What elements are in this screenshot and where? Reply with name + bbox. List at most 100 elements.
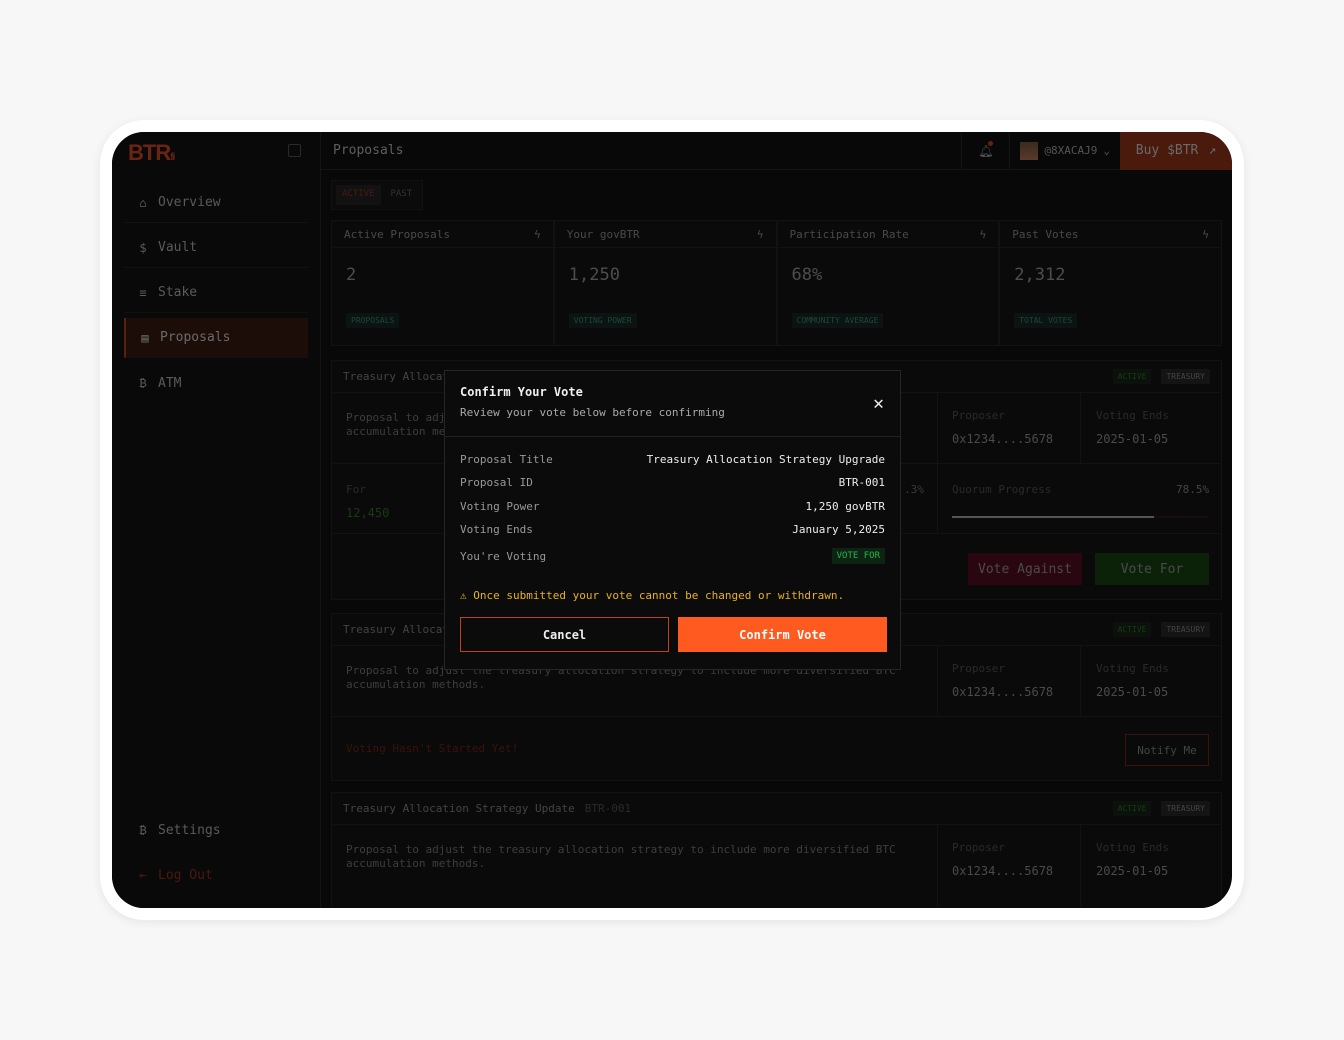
warning-icon: ⚠ <box>460 589 467 602</box>
stake-icon: ≡ <box>139 285 147 300</box>
stat-title: Participation Rate <box>789 227 909 241</box>
bolt-icon: ϟ <box>756 227 764 241</box>
vote-against-button[interactable]: Vote Against <box>968 553 1082 585</box>
clipboard-icon: ▤ <box>141 330 149 345</box>
proposer: Proposer 0x1234....5678 <box>952 662 1054 699</box>
category-badge: TREASURY <box>1161 369 1210 384</box>
sidebar-item-atm[interactable]: ₿ ATM <box>124 363 308 403</box>
proposal-tabs: ACTIVE PAST <box>331 180 424 210</box>
proposal-title: Treasury Allocat <box>343 370 449 383</box>
status-badge: ACTIVE <box>1112 369 1152 384</box>
quorum-progress-bar <box>952 516 1209 518</box>
notification-dot <box>988 140 994 146</box>
bolt-icon: ϟ <box>1202 227 1209 241</box>
arrow-up-right-icon: ↗ <box>1208 143 1217 158</box>
modal-subtitle: Review your vote below before confirming <box>460 406 725 419</box>
category-badge: TREASURY <box>1161 801 1210 816</box>
quorum-value: 78.5% <box>1176 483 1210 496</box>
sidebar-item-overview[interactable]: ⌂ Overview <box>124 183 308 223</box>
category-badge: TREASURY <box>1161 622 1210 637</box>
proposal-description: Proposal to adj accumulation me <box>346 411 446 438</box>
stat-title: Your govBTR <box>566 227 640 241</box>
user-menu[interactable]: @8XACAJ9 ⌄ <box>1009 132 1120 170</box>
stats-row: Active Proposals ϟ 2 PROPOSALS Your govBTR ϟ… <box>331 220 1222 346</box>
tab-past[interactable]: PAST <box>390 189 413 199</box>
nav-label: Log Out <box>158 867 213 883</box>
confirm-vote-button[interactable]: Confirm Vote <box>678 617 887 652</box>
app-window: BTRfi ⌂ Overview $ Vault ≡ Stake ▤ Proposals… <box>112 132 1232 908</box>
vote-for-button[interactable]: Vote For <box>1095 553 1209 585</box>
stat-value: 2 <box>346 265 357 285</box>
stat-value: 68% <box>791 265 823 285</box>
confirm-vote-modal: Confirm Your Vote Review your vote below… <box>444 370 901 670</box>
detail-row: Proposal Title Treasury Allocation Strate… <box>460 453 885 466</box>
sidebar-toggle-icon[interactable] <box>288 144 301 157</box>
sidebar: BTRfi ⌂ Overview $ Vault ≡ Stake ▤ Proposals… <box>112 132 321 908</box>
dollar-icon: $ <box>139 240 147 255</box>
stat-value: 1,250 <box>568 265 620 285</box>
tab-active[interactable]: ACTIVE <box>336 185 381 205</box>
detail-row: Voting Power 1,250 govBTR <box>460 500 885 513</box>
chevron-down-icon: ⌄ <box>1103 144 1110 157</box>
voting-ends: Voting Ends 2025-01-05 <box>1096 409 1169 446</box>
bitcoin-icon: ₿ <box>139 822 147 837</box>
nav-label: Proposals <box>160 330 231 345</box>
status-badge: ACTIVE <box>1112 622 1152 637</box>
stat-card: Participation Rate ϟ 68% COMMUNITY AVERAGE <box>776 220 1000 346</box>
proposal-description: Proposal to adjust the treasury allocati… <box>346 843 896 870</box>
quorum-label: Quorum Progress <box>952 483 1052 496</box>
bitcoin-icon: ₿ <box>139 375 147 390</box>
page-title: Proposals <box>333 143 404 158</box>
voting-notice: Voting Hasn't Started Yet! <box>346 742 519 755</box>
warning-message: ⚠ Once submitted your vote cannot be cha… <box>460 589 845 602</box>
proposer: Proposer 0x1234....5678 <box>952 841 1054 878</box>
detail-row: Proposal ID BTR-001 <box>460 476 885 489</box>
stat-title: Active Proposals <box>344 227 450 241</box>
stat-card: Your govBTR ϟ 1,250 VOTING POWER <box>553 220 777 346</box>
sidebar-item-stake[interactable]: ≡ Stake <box>124 273 308 313</box>
sidebar-item-vault[interactable]: $ Vault <box>124 228 308 268</box>
for-votes: For 12,450 <box>346 483 390 520</box>
modal-title: Confirm Your Vote <box>460 385 583 399</box>
nav-label: Overview <box>158 195 221 210</box>
proposal-title: Treasury Allocat <box>343 623 449 636</box>
stat-badge: COMMUNITY AVERAGE <box>791 313 884 328</box>
stat-card: Active Proposals ϟ 2 PROPOSALS <box>331 220 554 346</box>
stat-badge: TOTAL VOTES <box>1014 313 1078 328</box>
avatar <box>1020 141 1039 160</box>
proposal-card: Treasury Allocation Strategy Update BTR-0… <box>331 792 1222 908</box>
close-icon[interactable]: ✕ <box>873 393 884 414</box>
nav-label: ATM <box>158 375 182 391</box>
against-percent: .3% <box>904 483 924 496</box>
voting-ends: Voting Ends 2025-01-05 <box>1096 841 1169 878</box>
stat-value: 2,312 <box>1014 265 1066 285</box>
stat-title: Past Votes <box>1012 227 1079 241</box>
proposal-id: BTR-001 <box>584 802 632 815</box>
username: @8XACAJ9 <box>1044 144 1098 157</box>
bolt-icon: ϟ <box>979 227 987 241</box>
stat-badge: PROPOSALS <box>346 313 400 328</box>
notifications-button[interactable]: 🔔︎ <box>961 132 1009 170</box>
nav-label: Stake <box>158 285 198 300</box>
logo: BTRfi <box>128 140 175 165</box>
top-bar: Proposals 🔔︎ @8XACAJ9 ⌄ Buy $BTR ↗ <box>321 132 1232 170</box>
nav-label: Settings <box>158 822 221 838</box>
nav-label: Vault <box>158 240 198 255</box>
buy-btr-button[interactable]: Buy $BTR ↗ <box>1120 132 1232 170</box>
detail-row: Voting Ends January 5,2025 <box>460 523 885 536</box>
sidebar-item-settings[interactable]: ₿ Settings <box>124 810 308 850</box>
notify-me-button[interactable]: Notify Me <box>1125 734 1209 766</box>
logout-button[interactable]: ⇤ Log Out <box>124 855 308 895</box>
logout-icon: ⇤ <box>139 868 147 882</box>
proposal-title: Treasury Allocation Strategy Update <box>343 802 575 815</box>
cancel-button[interactable]: Cancel <box>460 617 669 652</box>
bolt-icon: ϟ <box>534 227 541 241</box>
home-icon: ⌂ <box>139 195 147 210</box>
sidebar-item-proposals[interactable]: ▤ Proposals <box>124 318 308 358</box>
buy-label: Buy $BTR <box>1135 143 1199 158</box>
vote-for-badge: VOTE FOR <box>831 548 885 564</box>
vote-choice-row: You're Voting VOTE FOR <box>460 548 885 564</box>
status-badge: ACTIVE <box>1112 801 1152 816</box>
stat-badge: VOTING POWER <box>568 313 637 328</box>
bell-icon: 🔔︎ <box>978 143 994 158</box>
